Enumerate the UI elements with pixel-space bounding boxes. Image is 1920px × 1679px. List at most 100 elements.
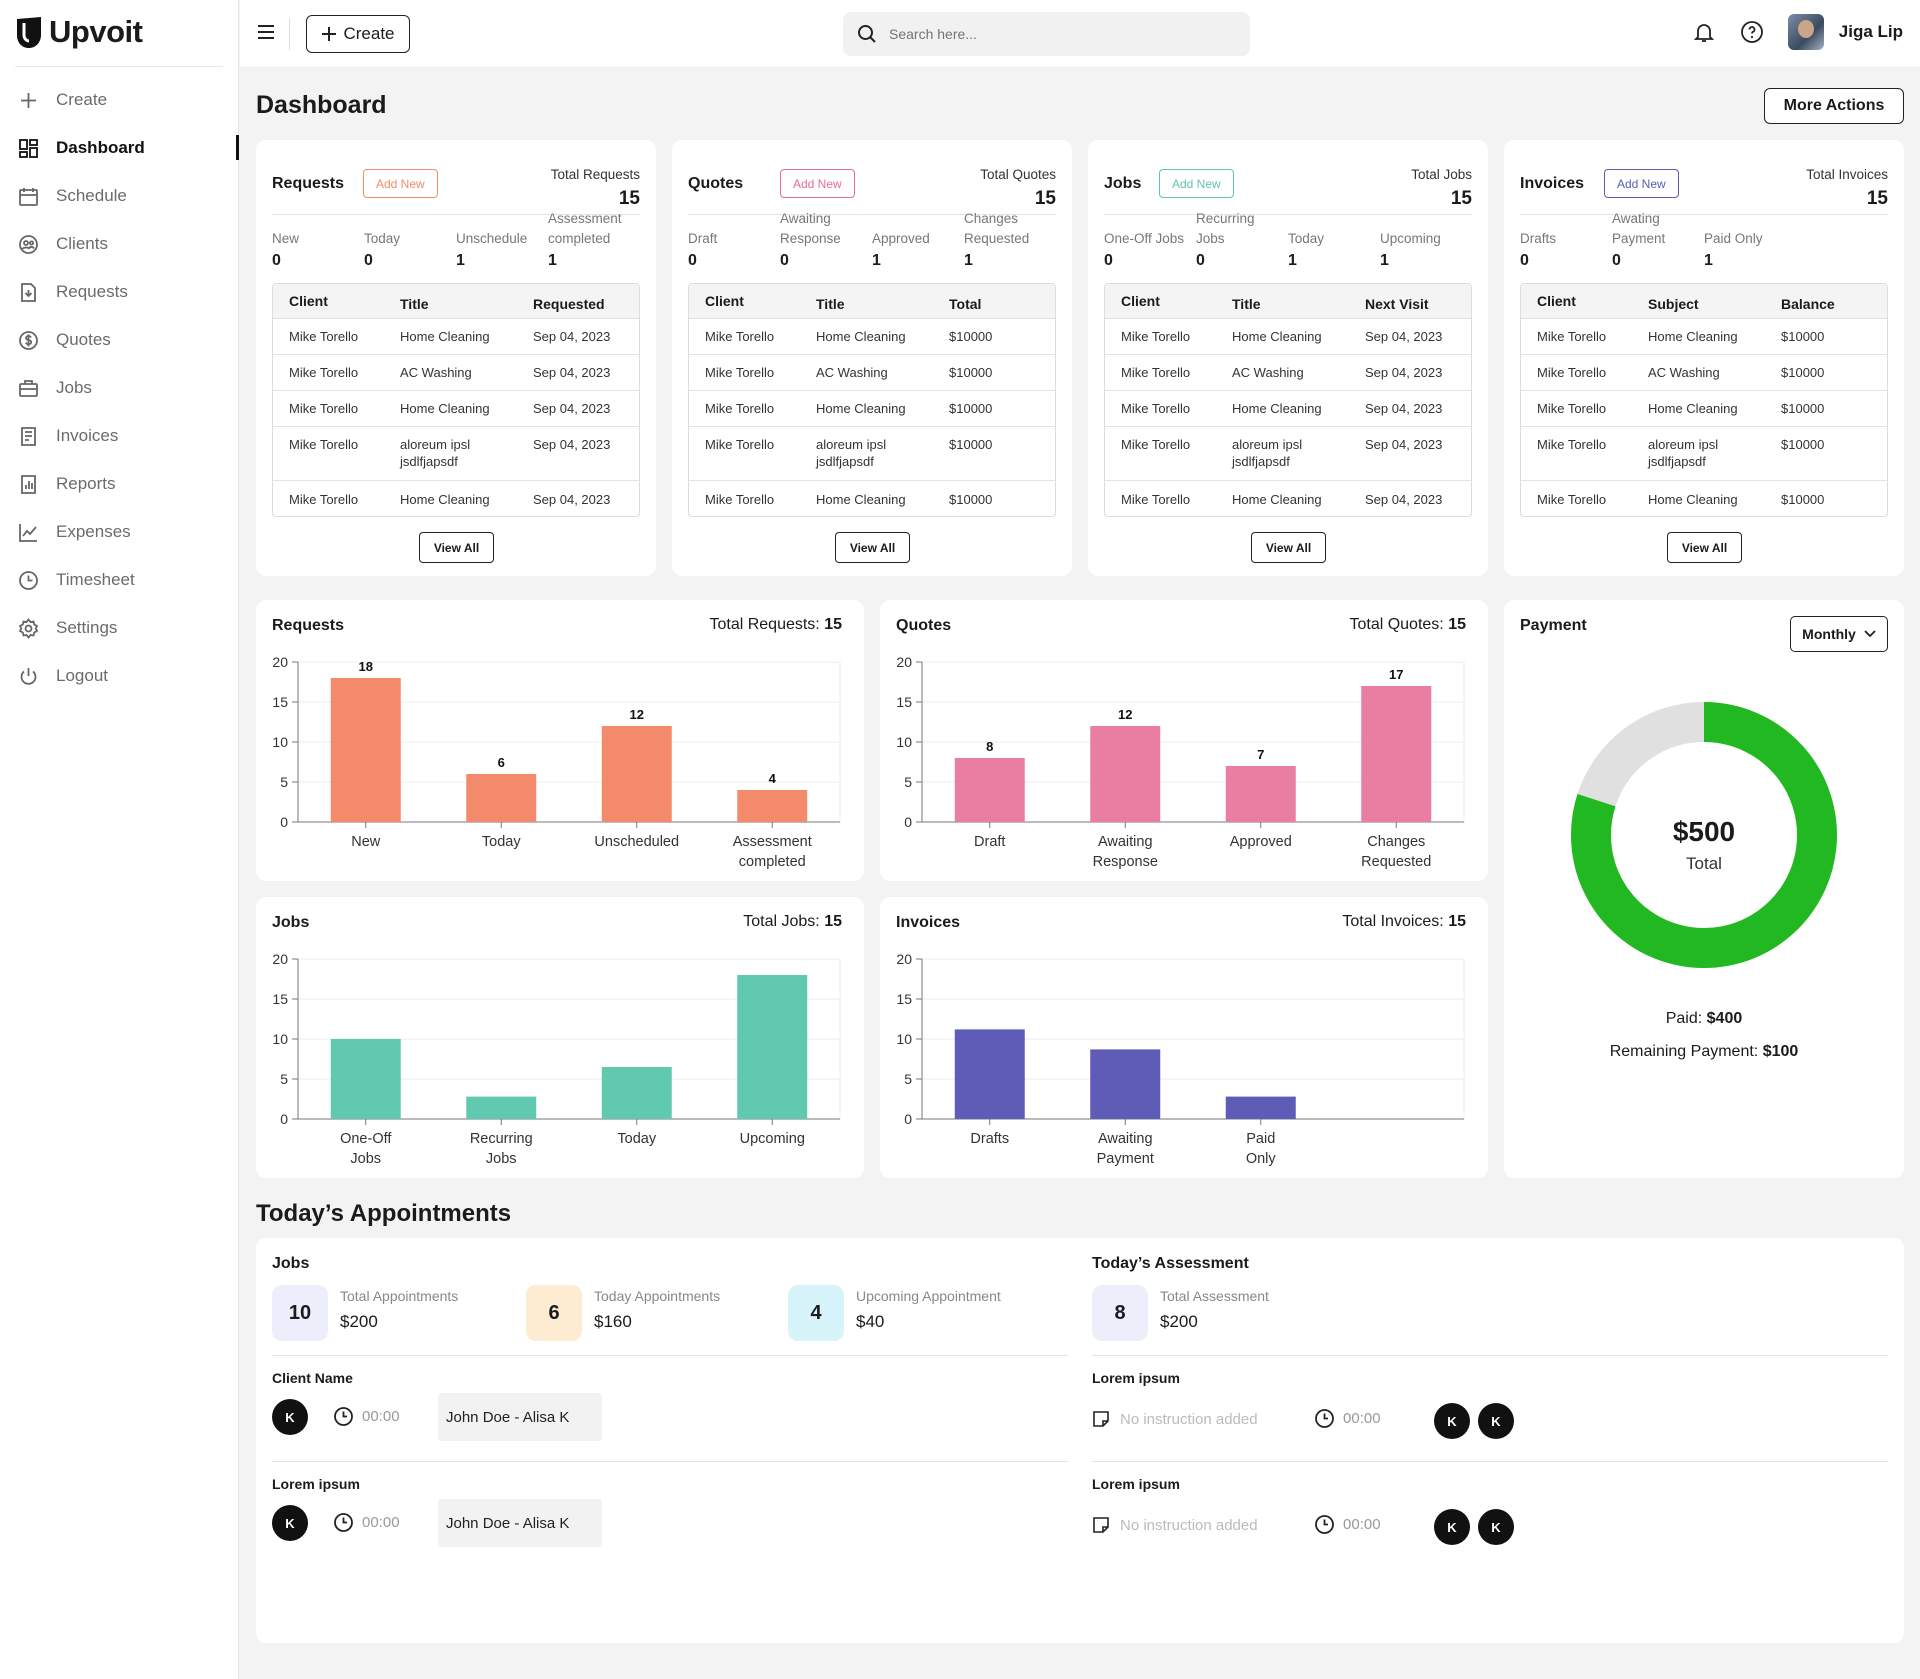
table-cell: Mike Torello	[705, 365, 775, 380]
appointment-tile-info: Total Appointments $200	[340, 1288, 458, 1332]
stat-item[interactable]: Awating Payment 0	[1612, 209, 1692, 270]
user-avatar[interactable]	[1787, 14, 1824, 50]
remaining-value: $100	[1762, 1043, 1799, 1060]
chart-total-value: 15	[824, 913, 842, 930]
sidebar-item-clients[interactable]: Clients	[0, 220, 239, 268]
assessment-count-tile[interactable]: 8	[1092, 1285, 1148, 1341]
stat-item[interactable]: Today 0	[364, 229, 454, 270]
bell-icon[interactable]	[1692, 20, 1716, 44]
assignees-pill[interactable]: John Doe - Alisa K	[438, 1393, 602, 1441]
sidebar-item-create[interactable]: Create	[0, 76, 239, 124]
table-row[interactable]: Mike Torello aloreum ipsl jsdlfjapsdf $100…	[689, 426, 1055, 480]
assessment-time: 00:00	[1314, 1514, 1381, 1535]
sidebar-item-jobs[interactable]: Jobs	[0, 364, 239, 412]
table-row[interactable]: Mike Torello Home Cleaning Sep 04, 2023	[273, 318, 639, 354]
table-row[interactable]: Mike Torello Home Cleaning $10000	[1521, 318, 1887, 354]
job-row-title: Lorem ipsum	[272, 1476, 360, 1492]
stat-item[interactable]: Paid Only 1	[1704, 229, 1794, 270]
appointment-count-tile[interactable]: 10	[272, 1285, 328, 1341]
table-row[interactable]: Mike Torello Home Cleaning $10000	[1521, 480, 1887, 516]
period-select[interactable]: Monthly	[1790, 616, 1888, 652]
appointment-count-tile[interactable]: 6	[526, 1285, 582, 1341]
stat-value: 0	[1104, 252, 1113, 269]
table-row[interactable]: Mike Torello aloreum ipsl jsdlfjapsdf $100…	[1521, 426, 1887, 480]
stat-item[interactable]: Unschedule 1	[456, 229, 546, 270]
table-row[interactable]: Mike Torello Home Cleaning Sep 04, 2023	[273, 390, 639, 426]
table-row[interactable]: Mike Torello AC Washing $10000	[689, 354, 1055, 390]
menu-icon[interactable]	[256, 22, 276, 42]
stat-item[interactable]: Recurring Jobs 0	[1196, 209, 1286, 270]
table-row[interactable]: Mike Torello AC Washing Sep 04, 2023	[1105, 354, 1471, 390]
table-row[interactable]: Mike Torello Home Cleaning $10000	[1521, 390, 1887, 426]
sidebar-item-requests[interactable]: Requests	[0, 268, 239, 316]
avatar[interactable]: K	[1478, 1403, 1514, 1439]
quotes-add-new-button[interactable]: Add New	[780, 169, 855, 198]
sidebar-item-expenses[interactable]: Expenses	[0, 508, 239, 556]
stat-label: Approved	[872, 231, 930, 246]
sidebar-item-label: Logout	[56, 666, 108, 685]
avatar[interactable]: K	[272, 1505, 308, 1541]
stat-item[interactable]: Drafts 0	[1520, 229, 1610, 270]
x-tick-label: Draft	[974, 834, 1005, 850]
user-name[interactable]: Jiga Lip	[1838, 22, 1903, 41]
table-row[interactable]: Mike Torello Home Cleaning Sep 04, 2023	[1105, 390, 1471, 426]
table-row[interactable]: Mike Torello Home Cleaning $10000	[689, 480, 1055, 516]
requests-add-new-button[interactable]: Add New	[363, 169, 438, 198]
avatar[interactable]: K	[1434, 1403, 1470, 1439]
avatar[interactable]: K	[272, 1399, 308, 1435]
avatar[interactable]: K	[1478, 1509, 1514, 1545]
create-button[interactable]: Create	[306, 15, 410, 53]
jobs-add-new-button[interactable]: Add New	[1159, 169, 1234, 198]
table-row[interactable]: Mike Torello AC Washing $10000	[1521, 354, 1887, 390]
sidebar-item-quotes[interactable]: Quotes	[0, 316, 239, 364]
help-icon[interactable]	[1740, 20, 1764, 44]
table-row[interactable]: Mike Torello Home Cleaning $10000	[689, 318, 1055, 354]
avatar[interactable]: K	[1434, 1509, 1470, 1545]
bar	[737, 790, 808, 822]
quotes-view-all-button[interactable]: View All	[835, 532, 910, 563]
sidebar-item-logout[interactable]: Logout	[0, 652, 239, 700]
table-row[interactable]: Mike Torello Home Cleaning Sep 04, 2023	[1105, 480, 1471, 516]
search-bar[interactable]	[843, 12, 1250, 56]
x-tick-label: Changes	[1367, 834, 1425, 850]
topbar-actions: Jiga Lip	[1692, 14, 1903, 50]
appointment-count-tile[interactable]: 4	[788, 1285, 844, 1341]
table-row[interactable]: Mike Torello AC Washing Sep 04, 2023	[273, 354, 639, 390]
sidebar-item-invoices[interactable]: Invoices	[0, 412, 239, 460]
table-cell: aloreum ipsl jsdlfjapsdf	[816, 437, 887, 469]
invoices-chart-total: Total Invoices: 15	[1342, 913, 1466, 931]
table-row[interactable]: Mike Torello Home Cleaning Sep 04, 2023	[1105, 318, 1471, 354]
table-row[interactable]: Mike Torello aloreum ipsl jsdlfjapsdf Sep …	[273, 426, 639, 480]
stat-item[interactable]: Changes Requested 1	[964, 209, 1054, 270]
stat-item[interactable]: Awaiting Response 0	[780, 209, 870, 270]
stat-item[interactable]: Assessment completed 1	[548, 209, 638, 270]
requests-summary-card: Requests Add New Total Requests 15 New 0 Today…	[256, 140, 656, 576]
brand-logo[interactable]: Upvoit	[15, 14, 143, 50]
stat-item[interactable]: Approved 1	[872, 229, 962, 270]
stat-item[interactable]: New 0	[272, 229, 362, 270]
jobs-view-all-button[interactable]: View All	[1251, 532, 1326, 563]
sidebar-item-label: Jobs	[56, 378, 92, 397]
table-row[interactable]: Mike Torello Home Cleaning $10000	[689, 390, 1055, 426]
search-input[interactable]	[889, 26, 1209, 42]
stat-item[interactable]: Draft 0	[688, 229, 778, 270]
table-row[interactable]: Mike Torello aloreum ipsl jsdlfjapsdf Sep …	[1105, 426, 1471, 480]
stat-item[interactable]: Upcoming 1	[1380, 229, 1470, 270]
sidebar-item-reports[interactable]: Reports	[0, 460, 239, 508]
table-cell: Home Cleaning	[1232, 401, 1322, 416]
requests-view-all-button[interactable]: View All	[419, 532, 494, 563]
table-row[interactable]: Mike Torello Home Cleaning Sep 04, 2023	[273, 480, 639, 516]
y-tick-label: 20	[896, 951, 912, 967]
bar-value-label: 12	[1118, 707, 1132, 722]
stat-item[interactable]: Today 1	[1288, 229, 1378, 270]
sidebar-item-dashboard[interactable]: Dashboard	[0, 124, 239, 172]
more-actions-button[interactable]: More Actions	[1764, 88, 1904, 124]
calendar-icon	[17, 185, 39, 207]
sidebar-item-timesheet[interactable]: Timesheet	[0, 556, 239, 604]
assignees-pill[interactable]: John Doe - Alisa K	[438, 1499, 602, 1547]
sidebar-item-schedule[interactable]: Schedule	[0, 172, 239, 220]
stat-item[interactable]: One-Off Jobs 0	[1104, 229, 1194, 270]
sidebar-item-settings[interactable]: Settings	[0, 604, 239, 652]
invoices-view-all-button[interactable]: View All	[1667, 532, 1742, 563]
invoices-add-new-button[interactable]: Add New	[1604, 169, 1679, 198]
